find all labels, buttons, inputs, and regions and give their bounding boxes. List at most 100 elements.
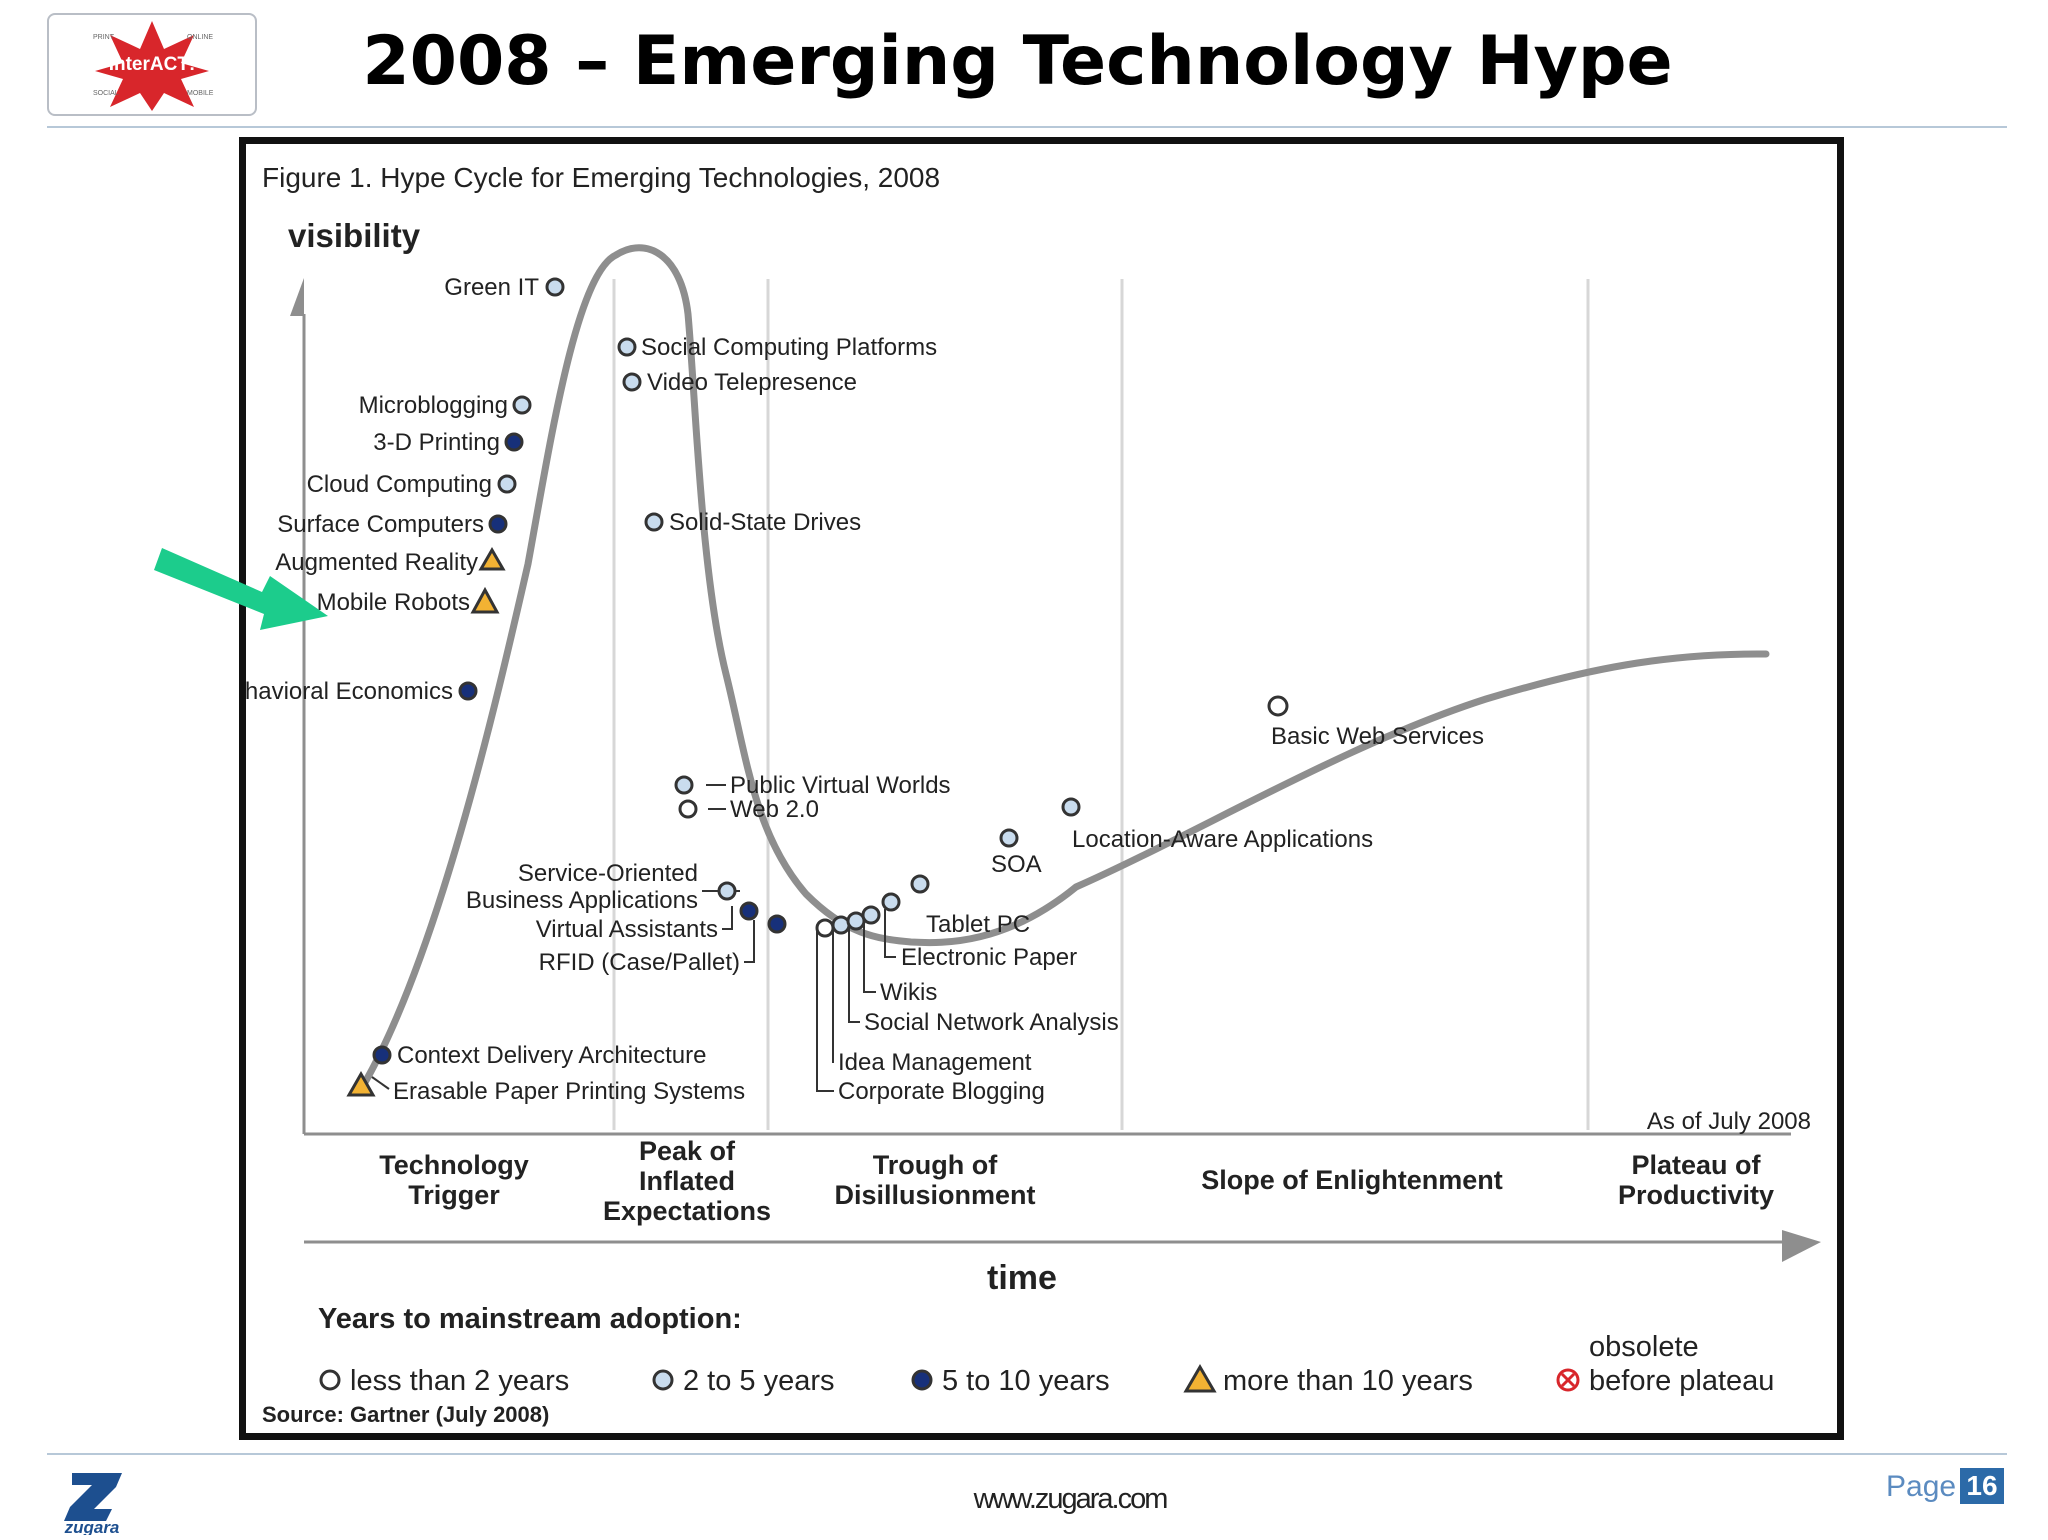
marker-cloud-computing bbox=[497, 474, 517, 494]
label-mobile-robots: Mobile Robots bbox=[317, 589, 470, 616]
logo-mobile-text: MOBILE bbox=[187, 90, 214, 97]
label-social-network-analysis: Social Network Analysis bbox=[864, 1009, 1119, 1036]
legend: less than 2 years 2 to 5 years 5 to 10 y… bbox=[319, 1331, 1774, 1397]
highlight-arrow-icon bbox=[154, 548, 328, 630]
leader-idea-management bbox=[832, 926, 834, 1063]
phase-4-line1: Slope of Enlightenment bbox=[1201, 1165, 1503, 1195]
marker-soba bbox=[717, 881, 737, 901]
label-tablet-pc: Tablet PC bbox=[926, 911, 1030, 938]
page-label: Page bbox=[1886, 1470, 1957, 1503]
legend-label-2-to-5: 2 to 5 years bbox=[683, 1365, 835, 1397]
x-axis-label: time bbox=[987, 1259, 1057, 1297]
marker-soa bbox=[999, 828, 1019, 848]
label-soba-line1: Service-Oriented bbox=[518, 860, 698, 887]
label-green-it: Green IT bbox=[444, 274, 539, 301]
marker-basic-web-services bbox=[1267, 695, 1289, 717]
label-rfid: RFID (Case/Pallet) bbox=[539, 949, 740, 976]
legend-crossed-circle-icon bbox=[1556, 1368, 1580, 1392]
label-augmented-reality: Augmented Reality bbox=[275, 549, 478, 576]
zugara-mark-icon: zugara bbox=[64, 1473, 122, 1537]
label-corporate-blogging: Corporate Blogging bbox=[838, 1078, 1045, 1105]
legend-label-5-to-10: 5 to 10 years bbox=[942, 1365, 1110, 1397]
y-axis-label: visibility bbox=[288, 217, 421, 254]
interact-logo: PRINT ONLINE InterACT! SOCIAL MOBILE bbox=[47, 13, 257, 116]
label-web-20: Web 2.0 bbox=[730, 796, 819, 823]
marker-3d-printing bbox=[504, 432, 524, 452]
label-cloud-computing: Cloud Computing bbox=[307, 471, 492, 498]
marker-context-delivery bbox=[372, 1045, 392, 1065]
legend-open-circle-icon bbox=[319, 1369, 341, 1391]
marker-rfid bbox=[767, 914, 787, 934]
legend-light-circle-icon bbox=[652, 1369, 674, 1391]
label-microblogging: Microblogging bbox=[359, 392, 508, 419]
marker-green-it bbox=[545, 277, 565, 297]
marker-wikis bbox=[861, 905, 881, 925]
header-divider bbox=[47, 126, 2007, 128]
label-virtual-assistants: Virtual Assistants bbox=[536, 916, 718, 943]
leader-rfid bbox=[744, 920, 755, 963]
label-wikis: Wikis bbox=[880, 979, 937, 1006]
phase-5-line1: Plateau of bbox=[1631, 1150, 1761, 1180]
phase-3-line2: Disillusionment bbox=[834, 1180, 1035, 1210]
hype-cycle-diagram: Figure 1. Hype Cycle for Emerging Techno… bbox=[216, 162, 1821, 1427]
logo-social-text: SOCIAL bbox=[93, 90, 119, 97]
marker-public-virtual-worlds bbox=[674, 775, 694, 795]
page-number-badge: 16 bbox=[1960, 1468, 2004, 1504]
leader-virtual-assistants bbox=[722, 906, 733, 930]
footer-divider bbox=[47, 1453, 2007, 1455]
label-social-computing-platforms: Social Computing Platforms bbox=[641, 334, 937, 361]
marker-mobile-robots bbox=[470, 586, 500, 614]
phase-5-line2: Productivity bbox=[1618, 1180, 1774, 1210]
marker-behavioral-economics bbox=[458, 681, 478, 701]
phase-2-line1: Peak of bbox=[639, 1136, 736, 1166]
marker-solid-state-drives bbox=[644, 512, 664, 532]
figure-source: Source: Gartner (July 2008) bbox=[262, 1402, 549, 1427]
legend-label-obsolete-line2: before plateau bbox=[1589, 1365, 1774, 1397]
label-surface-computers: Surface Computers bbox=[277, 511, 484, 538]
label-location-aware: Location-Aware Applications bbox=[1072, 826, 1373, 853]
logo-online-text: ONLINE bbox=[187, 34, 213, 41]
marker-social-computing-platforms bbox=[617, 337, 637, 357]
label-behavioral-economics: Behavioral Economics bbox=[246, 678, 453, 705]
leader-social-network-analysis bbox=[848, 922, 860, 1023]
marker-microblogging bbox=[512, 395, 532, 415]
label-basic-web-services: Basic Web Services bbox=[1271, 723, 1484, 750]
legend-dark-circle-icon bbox=[911, 1369, 933, 1391]
hype-cycle-figure: Figure 1. Hype Cycle for Emerging Techno… bbox=[216, 137, 1844, 1440]
marker-video-telepresence bbox=[622, 372, 642, 392]
leader-electronic-paper bbox=[884, 909, 896, 958]
figure-caption: Figure 1. Hype Cycle for Emerging Techno… bbox=[262, 162, 940, 193]
phase-1-line1: Technology bbox=[379, 1150, 529, 1180]
marker-tablet-pc bbox=[910, 874, 930, 894]
label-electronic-paper: Electronic Paper bbox=[901, 944, 1077, 971]
leader-wikis bbox=[863, 918, 876, 993]
marker-virtual-assistants bbox=[739, 901, 759, 921]
as-of-note: As of July 2008 bbox=[1647, 1108, 1811, 1135]
footer-url[interactable]: www.zugara.com bbox=[973, 1483, 1169, 1515]
marker-corporate-blogging bbox=[815, 918, 835, 938]
logo-star-shape bbox=[95, 21, 209, 111]
leader-corporate-blogging bbox=[816, 928, 834, 1092]
technology-labels: Green IT Social Computing Platforms Vide… bbox=[216, 274, 1484, 1105]
phase-labels: Technology Trigger Peak of Inflated Expe… bbox=[379, 1136, 1774, 1226]
legend-label-under-2: less than 2 years bbox=[350, 1365, 569, 1397]
y-axis-arrowhead bbox=[290, 278, 304, 316]
phase-2-line3: Expectations bbox=[603, 1196, 771, 1226]
marker-idea-management bbox=[831, 915, 851, 935]
phase-3-line1: Trough of bbox=[873, 1150, 998, 1180]
x-axis-arrowhead bbox=[1782, 1230, 1821, 1262]
legend-label-obsolete-line1: obsolete bbox=[1589, 1331, 1699, 1363]
marker-erasable-paper bbox=[346, 1070, 376, 1097]
phase-2-line2: Inflated bbox=[639, 1166, 735, 1196]
legend-title: Years to mainstream adoption: bbox=[318, 1303, 742, 1335]
marker-augmented-reality bbox=[478, 547, 506, 571]
marker-electronic-paper bbox=[881, 892, 901, 912]
label-video-telepresence: Video Telepresence bbox=[647, 369, 857, 396]
label-3d-printing: 3-D Printing bbox=[373, 429, 500, 456]
leader-erasable-paper bbox=[371, 1076, 390, 1090]
interact-logo-graphic: PRINT ONLINE InterACT! SOCIAL MOBILE bbox=[93, 21, 214, 111]
marker-web-20 bbox=[678, 799, 698, 819]
legend-label-over-10: more than 10 years bbox=[1223, 1365, 1473, 1397]
label-erasable-paper: Erasable Paper Printing Systems bbox=[393, 1078, 745, 1105]
hype-curve bbox=[356, 244, 1770, 1095]
